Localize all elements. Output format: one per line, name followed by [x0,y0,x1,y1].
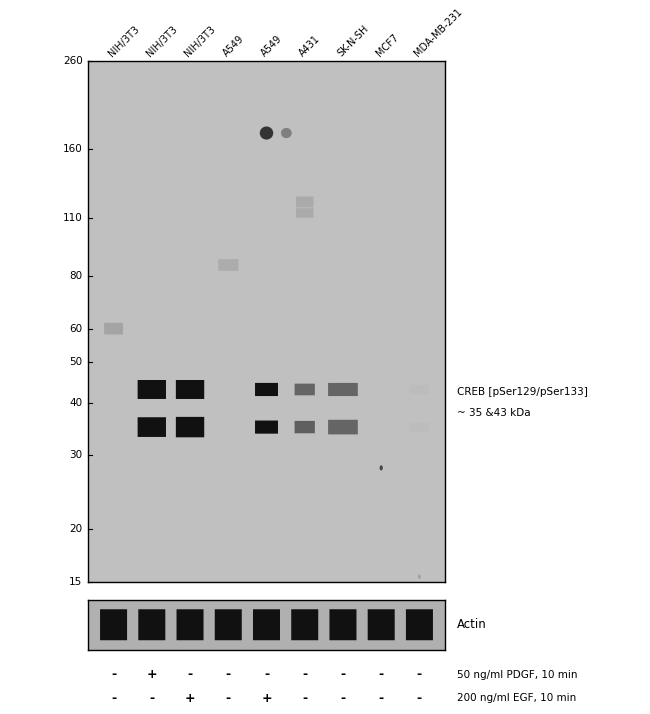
FancyBboxPatch shape [177,609,203,640]
Text: 20: 20 [70,524,83,534]
FancyBboxPatch shape [253,609,280,640]
FancyBboxPatch shape [176,380,204,399]
Text: CREB [pSer129/pSer133]: CREB [pSer129/pSer133] [457,386,588,396]
Text: +: + [146,668,157,681]
Text: 110: 110 [63,213,83,223]
Text: 50: 50 [70,357,83,367]
Text: -: - [264,668,269,681]
Text: -: - [417,668,422,681]
FancyBboxPatch shape [296,196,313,208]
Ellipse shape [418,575,421,579]
FancyBboxPatch shape [296,208,313,218]
FancyBboxPatch shape [328,420,358,434]
FancyBboxPatch shape [291,609,318,640]
FancyBboxPatch shape [328,383,358,396]
Text: NIH/3T3: NIH/3T3 [145,24,179,59]
Text: SK-N-SH: SK-N-SH [336,24,370,59]
Text: -: - [341,668,346,681]
FancyBboxPatch shape [410,385,429,394]
FancyBboxPatch shape [294,383,315,396]
Text: A431: A431 [298,34,322,59]
FancyBboxPatch shape [406,609,433,640]
Text: -: - [111,692,116,705]
Text: 160: 160 [63,144,83,154]
FancyBboxPatch shape [176,417,204,437]
Text: -: - [226,692,231,705]
Text: +: + [261,692,272,705]
FancyBboxPatch shape [100,609,127,640]
Text: MDA-MB-231: MDA-MB-231 [412,7,464,59]
Text: 80: 80 [70,271,83,281]
Text: NIH/3T3: NIH/3T3 [107,24,141,59]
Text: -: - [226,668,231,681]
Text: -: - [302,692,307,705]
Text: 40: 40 [70,398,83,408]
Text: -: - [341,692,346,705]
Ellipse shape [260,126,273,140]
FancyBboxPatch shape [104,323,123,334]
FancyBboxPatch shape [294,421,315,433]
Text: -: - [150,692,154,705]
FancyBboxPatch shape [138,609,165,640]
Ellipse shape [281,128,292,138]
FancyBboxPatch shape [218,259,239,271]
Text: ~ 35 &43 kDa: ~ 35 &43 kDa [457,408,530,418]
Text: -: - [379,692,384,705]
FancyBboxPatch shape [255,421,278,433]
Text: MCF7: MCF7 [374,32,400,59]
Text: -: - [187,668,192,681]
Text: Actin: Actin [457,618,487,631]
FancyBboxPatch shape [330,609,356,640]
Text: -: - [302,668,307,681]
FancyBboxPatch shape [138,417,166,437]
Ellipse shape [380,466,383,471]
Text: 200 ng/ml EGF, 10 min: 200 ng/ml EGF, 10 min [457,693,576,703]
Text: -: - [417,692,422,705]
Text: +: + [185,692,196,705]
Text: 260: 260 [63,56,83,66]
Text: A549: A549 [259,34,284,59]
FancyBboxPatch shape [410,423,429,431]
Text: 50 ng/ml PDGF, 10 min: 50 ng/ml PDGF, 10 min [457,670,577,680]
Text: A549: A549 [221,34,246,59]
FancyBboxPatch shape [255,383,278,396]
FancyBboxPatch shape [214,609,242,640]
FancyBboxPatch shape [138,380,166,399]
Text: NIH/3T3: NIH/3T3 [183,24,218,59]
Text: -: - [379,668,384,681]
Text: 15: 15 [70,577,83,587]
Text: -: - [111,668,116,681]
Text: 30: 30 [70,451,83,461]
Text: 60: 60 [70,323,83,333]
FancyBboxPatch shape [368,609,395,640]
